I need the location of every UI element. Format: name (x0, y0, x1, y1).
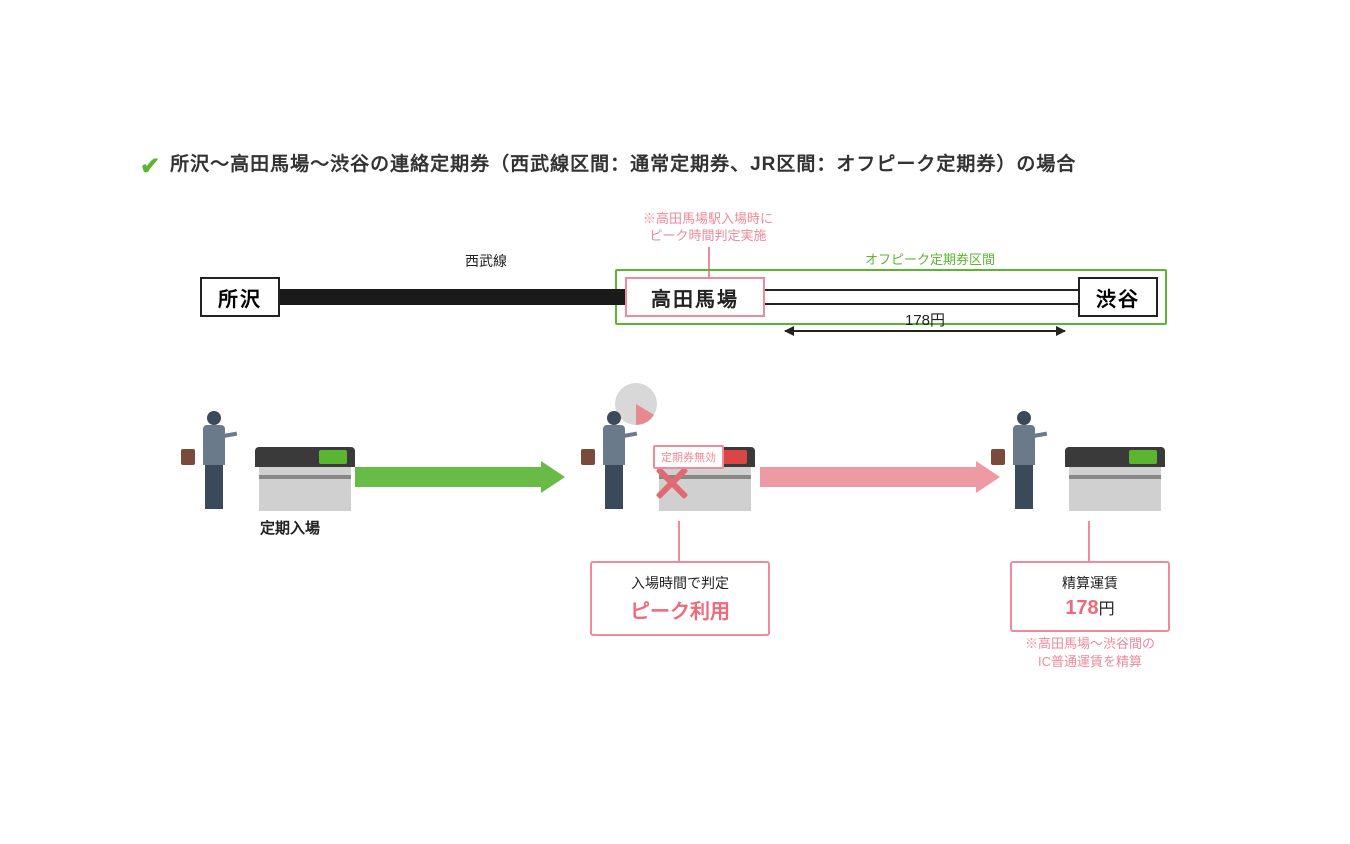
flow-node-exit (1000, 401, 1200, 511)
fare-arrow-section: 178円 (780, 331, 1070, 332)
check-icon: ✔ (140, 152, 160, 181)
x-mark-icon (653, 465, 689, 501)
offpeak-label: オフピーク定期券区間 (865, 249, 995, 268)
callout3-connector (1088, 521, 1090, 561)
person-icon (1007, 411, 1043, 511)
diagram-container: ✔ 所沢～高田馬場～渋谷の連絡定期券（西武線区間：通常定期券、JR区間：オフピー… (140, 150, 1160, 681)
gate-illustration-2: 定期券無効 (625, 401, 755, 511)
footnote-l2: IC普通運賃を精算 (1038, 654, 1142, 669)
station-takadanobaba: 高田馬場 (625, 277, 765, 317)
flow-arrow-green (355, 461, 565, 493)
title-row: ✔ 所沢～高田馬場～渋谷の連絡定期券（西武線区間：通常定期券、JR区間：オフピー… (140, 150, 1160, 181)
footnote: ※高田馬場～渋谷間の IC普通運賃を精算 (990, 635, 1190, 671)
fare-double-arrow (785, 330, 1065, 332)
node1-label: 定期入場 (190, 517, 390, 538)
gate-illustration-1 (225, 401, 355, 511)
callout-fare: 精算運賃 178円 (1010, 561, 1170, 632)
station-shibuya: 渋谷 (1078, 277, 1158, 317)
callout2-line2: ピーク利用 (610, 595, 750, 624)
gate-icon (1065, 447, 1165, 511)
title-text: 所沢～高田馬場～渋谷の連絡定期券（西武線区間：通常定期券、JR区間：オフピーク定… (170, 150, 1076, 180)
fare-unit: 円 (1099, 601, 1115, 618)
note-top-line2: ピーク時間判定実施 (649, 228, 766, 243)
jr-line-segment (765, 289, 1078, 305)
callout2-line1: 入場時間で判定 (610, 573, 750, 593)
gate-icon (255, 447, 355, 511)
callout3-line2: 178円 (1030, 595, 1150, 620)
gate-illustration-3 (1035, 401, 1165, 511)
flow-node-transfer: 定期券無効 (590, 401, 790, 511)
flow-arrow-pink (760, 461, 1000, 493)
note-top-line1: ※高田馬場駅入場時に (643, 211, 773, 226)
invalid-badge: 定期券無効 (653, 445, 724, 469)
note-top: ※高田馬場駅入場時に ピーク時間判定実施 (618, 211, 798, 245)
station-tokorozawa: 所沢 (200, 277, 280, 317)
fare-number: 178 (1065, 597, 1098, 619)
person-icon (597, 411, 633, 511)
fare-amount: 178円 (780, 309, 1070, 330)
flow-section: 定期入場 定期券無効 入場時間で判定 ピーク利用 (190, 381, 1160, 681)
seibu-line-segment (280, 289, 625, 305)
callout2-connector (678, 521, 680, 561)
callout-peak: 入場時間で判定 ピーク利用 (590, 561, 770, 636)
seibu-line-label: 西武線 (465, 251, 507, 271)
person-icon (197, 411, 233, 511)
route-section: ※高田馬場駅入場時に ピーク時間判定実施 オフピーク定期券区間 西武線 所沢 高… (200, 221, 1160, 361)
footnote-l1: ※高田馬場～渋谷間の (1025, 636, 1155, 651)
callout3-line1: 精算運賃 (1030, 573, 1150, 593)
